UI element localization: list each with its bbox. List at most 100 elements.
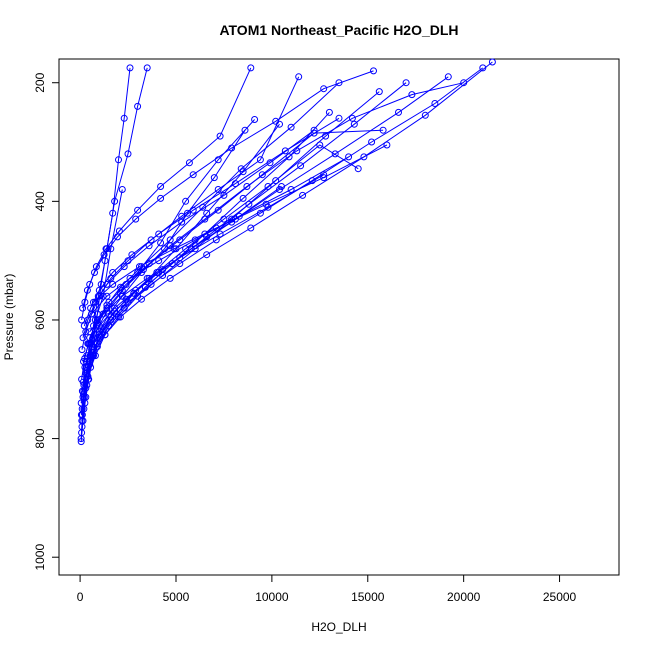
data-point [210,174,218,182]
data-point [479,64,487,72]
y-tick-label: 800 [33,428,47,448]
data-point [78,417,86,425]
series-line [89,174,324,333]
data-point [278,183,285,190]
data-point [345,153,353,161]
series-line [81,67,252,321]
data-point [111,197,119,205]
data-point [216,230,224,238]
data-point [155,257,163,265]
series-8 [77,79,343,407]
data-point [103,292,111,300]
x-tick-label: 0 [77,590,84,604]
data-point [320,85,328,93]
data-point [157,194,165,202]
data-point [237,165,245,173]
series-line [93,144,388,303]
y-axis-label: Pressure (mbar) [2,274,16,361]
series-line [83,82,407,386]
data-point [216,132,224,140]
series-line [80,82,340,404]
data-point [134,206,142,214]
data-point [444,73,452,81]
data-point [134,102,142,110]
data-point [116,313,124,321]
data-point [143,274,151,282]
series-7 [78,108,333,413]
data-point [88,310,96,318]
x-axis: 0 5000 10000 15000 20000 25000 [77,574,577,604]
y-tick-label: 400 [33,191,47,211]
data-point [84,340,92,348]
data-point [109,280,117,288]
data-point [375,88,383,96]
data-point [379,126,387,134]
data-point [212,236,220,244]
data-point [360,153,368,161]
data-point [325,108,333,116]
data-point [124,150,132,158]
series-25 [90,141,391,306]
data-point [159,266,167,274]
data-point [120,263,128,271]
series-line [86,67,484,356]
data-point [124,298,132,306]
data-point [78,316,86,324]
data-point [231,180,239,188]
data-point [331,150,339,158]
data-point [80,322,88,330]
data-point [95,322,103,330]
series-line [83,82,464,362]
data-point [316,141,324,149]
series-line [81,129,384,380]
data-point [402,79,410,87]
data-point [185,159,193,167]
data-point [189,171,197,179]
data-point [91,269,98,276]
data-point [120,304,128,312]
data-point [99,310,107,318]
data-point [368,138,376,146]
data-point [120,114,128,122]
series-11 [80,79,410,389]
data-point [310,129,318,137]
data-point [147,236,155,244]
x-tick-label: 25000 [543,590,577,604]
data-point [168,260,176,268]
data-point [184,209,191,217]
x-tick-label: 5000 [163,590,190,604]
y-axis: 200 400 600 800 1000 [33,72,60,571]
data-point [245,200,253,208]
series-18 [84,183,285,348]
data-point [354,165,362,173]
data-point [83,352,91,360]
data-point [109,269,117,276]
data-point [239,194,247,202]
y-tick-label: 1000 [33,544,47,571]
x-tick-label: 10000 [255,590,289,604]
series-line [82,91,380,398]
series-24 [79,67,377,312]
x-axis-label: H2O_DLH [311,620,366,634]
data-point [293,147,301,155]
data-point [93,334,101,342]
data-point [383,141,391,149]
data-point [220,191,228,199]
data-point [86,328,94,336]
data-point [178,218,186,226]
data-point [460,79,468,87]
data-point [228,144,236,152]
data-point [80,358,87,365]
plot-area [77,58,496,446]
data-point [157,239,165,247]
data-point [132,215,140,223]
chart-title: ATOM1 Northeast_Pacific H2O_DLH [219,22,458,38]
series-line [87,186,282,344]
data-point [203,251,211,259]
data-point [258,171,266,179]
data-point [421,111,429,119]
data-point [281,147,289,155]
data-point [220,215,228,223]
data-point [136,263,143,271]
